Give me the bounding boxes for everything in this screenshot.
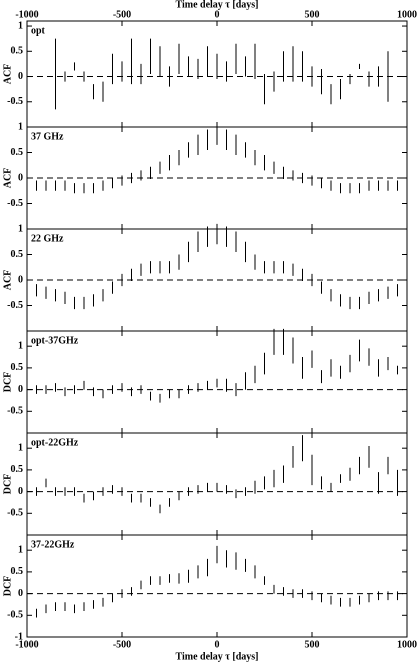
x-tick-label: 1000: [397, 639, 417, 650]
y-tick-label: 1: [18, 442, 23, 453]
y-tick-label: -0.5: [7, 300, 23, 311]
panel-label: 22 GHz: [31, 233, 64, 244]
y-tick-label: 1: [18, 544, 23, 555]
y-tick-label: 0.5: [11, 147, 24, 158]
y-tick-label: -0.5: [7, 198, 23, 209]
y-tick-label: 0: [18, 384, 23, 395]
x-axis-label: Time delay τ [days]: [175, 0, 258, 10]
y-axis-label: ACF: [2, 168, 13, 189]
y-tick-label: -0.5: [7, 508, 23, 519]
x-tick-label: 0: [215, 9, 220, 20]
y-tick-label: 0: [18, 71, 23, 82]
x-tick-label: 500: [305, 9, 320, 20]
panel-label: opt-37GHz: [31, 335, 79, 346]
y-axis-label: DCF: [2, 474, 13, 495]
x-tick-label: 1000: [397, 9, 417, 20]
y-axis-label: ACF: [2, 64, 13, 85]
y-tick-label: -1: [15, 631, 23, 642]
y-tick-label: 0: [18, 274, 23, 285]
x-tick-label: -1000: [15, 639, 38, 650]
y-tick-label: 1: [18, 340, 23, 351]
y-tick-label: 1: [18, 121, 23, 132]
x-tick-label: -500: [113, 9, 131, 20]
panel-label: 37 GHz: [31, 131, 64, 142]
x-axis-label: Time delay τ [days]: [175, 651, 258, 662]
y-axis-label: DCF: [2, 576, 13, 597]
y-tick-label: 0: [18, 172, 23, 183]
y-tick-label: -0.5: [7, 96, 23, 107]
y-tick-label: 0.5: [11, 46, 24, 57]
y-tick-label: -0.5: [7, 406, 23, 417]
x-tick-label: -500: [113, 639, 131, 650]
y-tick-label: 1: [18, 20, 23, 31]
y-axis-label: DCF: [2, 372, 13, 393]
y-tick-label: 0.5: [11, 249, 24, 260]
y-tick-label: 0.5: [11, 464, 24, 475]
panel-label: opt: [31, 25, 46, 36]
y-tick-label: 0.5: [11, 362, 24, 373]
x-tick-label: 0: [215, 639, 220, 650]
y-tick-label: -0.5: [7, 610, 23, 621]
x-tick-label: -1000: [15, 9, 38, 20]
y-tick-label: 0: [18, 588, 23, 599]
panel-label: 37-22GHz: [31, 539, 75, 550]
y-axis-label: ACF: [2, 270, 13, 291]
y-tick-label: 0: [18, 486, 23, 497]
y-tick-label: 0.5: [11, 566, 24, 577]
x-tick-label: 500: [305, 639, 320, 650]
panel-label: opt-22GHz: [31, 437, 79, 448]
y-tick-label: 1: [18, 223, 23, 234]
